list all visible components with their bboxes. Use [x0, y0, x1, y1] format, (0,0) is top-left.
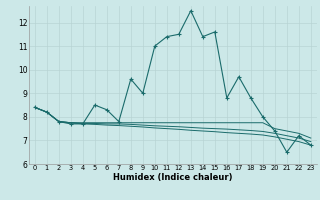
- X-axis label: Humidex (Indice chaleur): Humidex (Indice chaleur): [113, 173, 233, 182]
